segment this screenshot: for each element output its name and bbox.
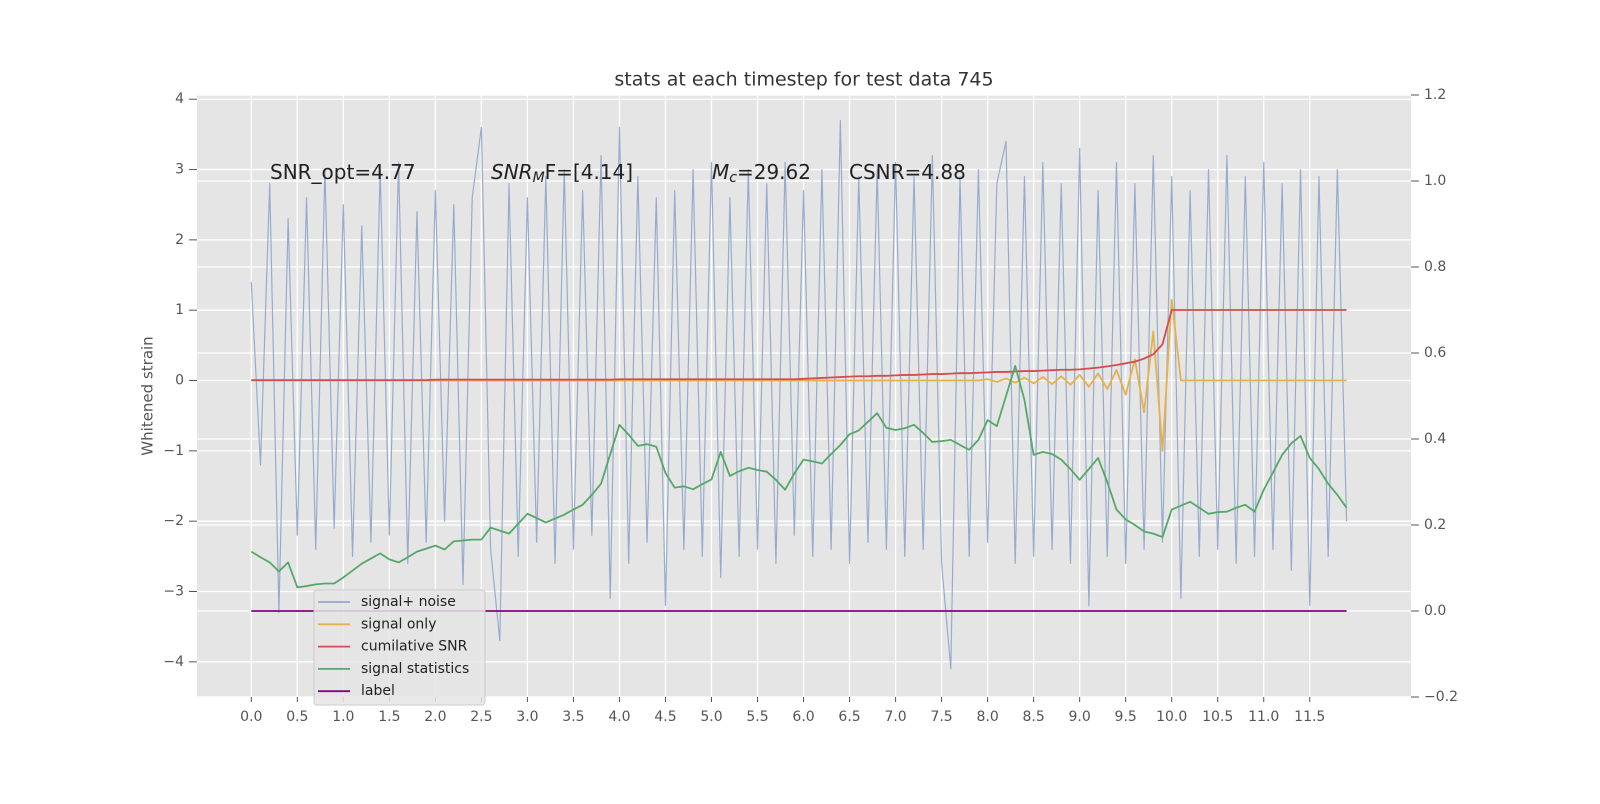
legend-label: signal+ noise — [361, 594, 456, 610]
x-tick-label: 6.0 — [792, 709, 814, 725]
y-tick-label: 2 — [175, 232, 184, 248]
y2-tick-label: 1.0 — [1424, 173, 1446, 189]
x-tick-label: 0.0 — [240, 709, 262, 725]
x-tick-label: 9.0 — [1069, 709, 1091, 725]
y2-tick-label: 0.2 — [1424, 517, 1446, 533]
x-tick-label: 2.0 — [424, 709, 446, 725]
y-tick-label: 3 — [175, 162, 184, 178]
annotation-sub: c — [729, 170, 737, 186]
x-tick-label: 3.0 — [516, 709, 538, 725]
x-tick-label: 7.5 — [930, 709, 952, 725]
annotation-main: SNR — [491, 160, 533, 184]
y2-tick-label: 0.8 — [1424, 259, 1446, 275]
y2-tick-label: 0.4 — [1424, 431, 1446, 447]
y2-tick-label: 1.2 — [1424, 87, 1446, 103]
x-tick-label: 7.0 — [884, 709, 906, 725]
annotation-sub: M — [533, 170, 545, 186]
y-tick-label: −3 — [163, 584, 184, 600]
x-tick-label: 4.0 — [608, 709, 630, 725]
x-tick-label: 10.0 — [1156, 709, 1187, 725]
y2-tick-label: −0.2 — [1424, 689, 1458, 705]
x-tick-label: 8.5 — [1023, 709, 1045, 725]
annotation-main: SNR_opt=4.77 — [270, 160, 416, 184]
x-tick-label: 11.5 — [1294, 709, 1325, 725]
x-tick-label: 3.5 — [562, 709, 584, 725]
y-axis-label: Whitened strain — [139, 336, 157, 455]
x-tick-label: 5.0 — [700, 709, 722, 725]
legend-label: label — [361, 683, 395, 699]
x-tick-label: 0.5 — [286, 709, 308, 725]
x-tick-label: 11.0 — [1248, 709, 1279, 725]
x-tick-label: 5.5 — [746, 709, 768, 725]
y-tick-label: 1 — [175, 302, 184, 318]
annotation: Mc=29.62 — [712, 160, 811, 187]
y2-tick-label: 0.6 — [1424, 345, 1446, 361]
x-tick-label: 1.0 — [332, 709, 354, 725]
y2-tick-label: 0.0 — [1424, 603, 1446, 619]
series-line — [250, 365, 1348, 589]
y-tick-label: 4 — [175, 91, 184, 107]
annotation: SNR_opt=4.77 — [270, 160, 416, 184]
chart-title: stats at each timestep for test data 745 — [614, 69, 993, 91]
x-tick-label: 4.5 — [654, 709, 676, 725]
x-tick-label: 2.5 — [470, 709, 492, 725]
series-line — [251, 309, 1347, 381]
legend-box — [313, 589, 486, 706]
legend-label: signal statistics — [361, 661, 469, 677]
y-tick-label: −1 — [163, 443, 184, 459]
y-tick-label: −4 — [163, 654, 184, 670]
annotation: CSNR=4.88 — [849, 160, 966, 184]
annotation-tail: =29.62 — [737, 160, 811, 184]
x-tick-label: 6.5 — [838, 709, 860, 725]
x-tick-label: 8.0 — [976, 709, 998, 725]
y-tick-label: −2 — [163, 513, 184, 529]
x-tick-label: 9.5 — [1115, 709, 1137, 725]
annotation-main: M — [712, 160, 729, 184]
y-tick-label: 0 — [175, 373, 184, 389]
series-line — [250, 119, 1348, 670]
legend-label: cumilative SNR — [361, 639, 468, 655]
legend-label: signal only — [361, 616, 436, 632]
annotation-main: CSNR=4.88 — [849, 160, 966, 184]
annotation-tail: F=[4.14] — [545, 160, 633, 184]
x-tick-label: 10.5 — [1202, 709, 1233, 725]
x-tick-label: 1.5 — [378, 709, 400, 725]
annotation: SNRMF=[4.14] — [491, 160, 633, 187]
